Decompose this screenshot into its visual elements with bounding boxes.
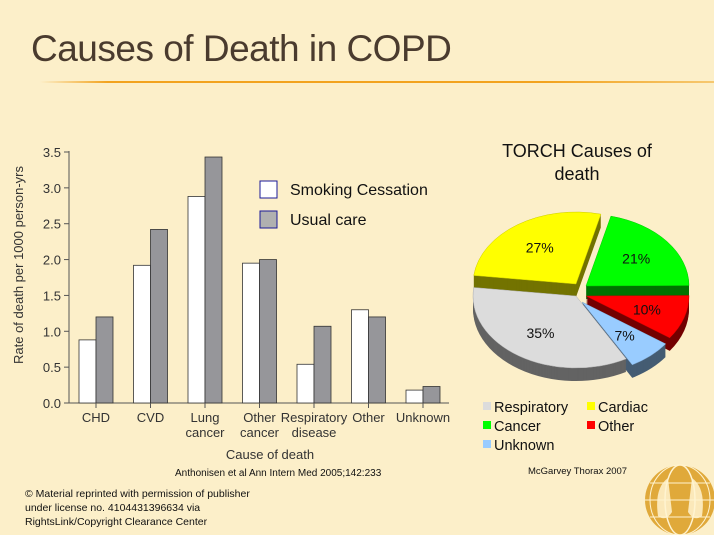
y-tick-label: 1.5 (43, 288, 61, 303)
legend-label: Usual care (290, 212, 367, 229)
y-tick-label: 2.0 (43, 253, 61, 268)
y-axis-label: Rate of death per 1000 person-yrs (11, 165, 26, 364)
bar-smoking-cessation (187, 196, 206, 404)
y-tick-label: 3.5 (43, 145, 61, 160)
bar-usual-care (259, 259, 277, 404)
bar-smoking-cessation (296, 363, 315, 404)
y-tick-label: 2.5 (43, 217, 61, 232)
x-tick-label: Other (352, 410, 385, 425)
bar-usual-care (313, 325, 332, 404)
copyright-notice: © Material reprinted with permission of … (25, 488, 250, 528)
x-tick-label: Lung (191, 410, 220, 425)
x-tick-label: Respiratory (281, 410, 348, 425)
x-tick-label: CVD (137, 410, 164, 425)
y-tick-label: 1.0 (43, 324, 61, 339)
citation-bar-chart: Anthonisen et al Ann Intern Med 2005;142… (175, 468, 382, 479)
x-tick-label: disease (292, 425, 337, 440)
slide-title: Causes of Death in COPD (31, 28, 452, 69)
bar-smoking-cessation (242, 262, 260, 404)
y-tick-label: 0.5 (43, 360, 61, 375)
x-tick-label: Other (243, 410, 276, 425)
legend-label: Smoking Cessation (290, 182, 428, 199)
x-axis-label: Cause of death (226, 447, 314, 462)
bar-usual-care (368, 316, 386, 404)
bar-smoking-cessation (405, 389, 424, 404)
legend-swatch (259, 210, 278, 229)
x-tick-label: CHD (82, 410, 110, 425)
legend-swatch (259, 180, 278, 199)
y-tick-label: 0.0 (43, 396, 61, 411)
citation-pie-chart: McGarvey Thorax 2007 (528, 466, 628, 477)
x-tick-label: cancer (240, 425, 280, 440)
x-tick-label: Unknown (396, 410, 450, 425)
bar-smoking-cessation (133, 264, 151, 404)
x-tick-label: cancer (185, 425, 225, 440)
title-underline (40, 81, 714, 83)
bar-usual-care (95, 316, 114, 404)
bar-smoking-cessation (78, 339, 97, 404)
bar-usual-care (204, 156, 223, 404)
bar-smoking-cessation (351, 309, 369, 404)
bar-usual-care (150, 229, 168, 404)
bar-usual-care (422, 386, 441, 404)
y-tick-label: 3.0 (43, 181, 61, 196)
